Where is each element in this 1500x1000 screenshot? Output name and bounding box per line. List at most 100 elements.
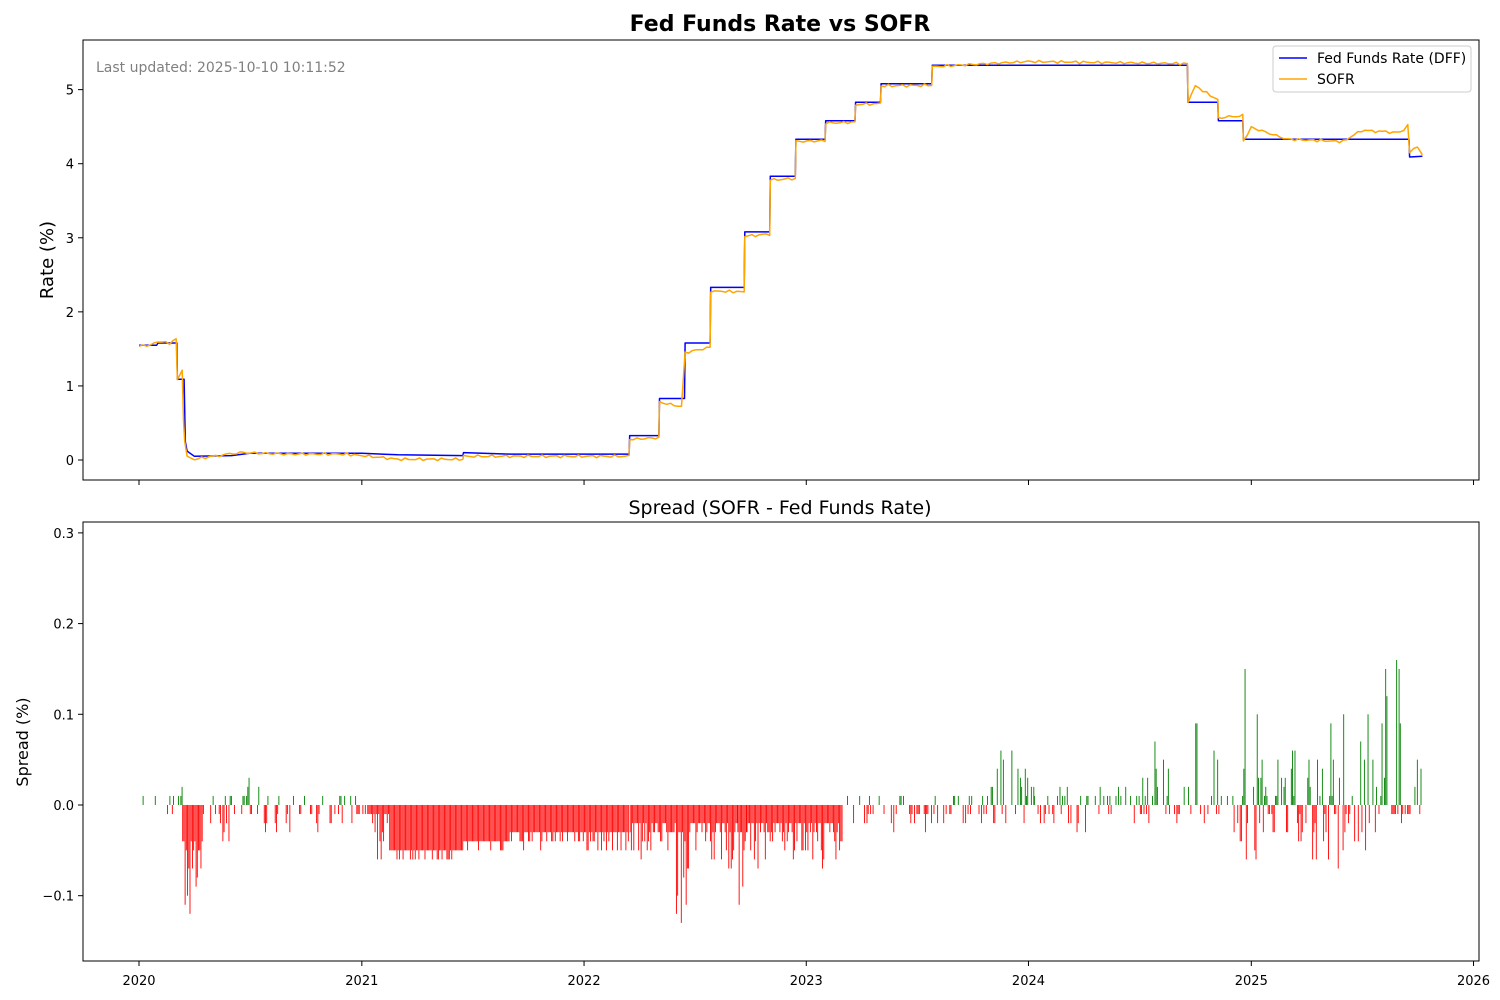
spread-bar [495, 804, 497, 842]
spread-bar [686, 804, 688, 869]
spread-bar [927, 804, 929, 815]
spread-bar [514, 804, 516, 833]
spread-bar [1393, 804, 1395, 815]
spread-bar [469, 804, 471, 842]
spread-bar [1148, 804, 1150, 824]
spread-bar [1299, 804, 1301, 815]
spread-bar [721, 804, 722, 860]
spread-bar [1253, 786, 1255, 805]
spread-bar [1402, 804, 1404, 815]
spread-bar [1183, 786, 1185, 805]
spread-bar [1061, 795, 1063, 805]
spread-bar [542, 804, 544, 833]
spread-bar [868, 795, 870, 805]
spread-bar [503, 804, 505, 842]
spread-bar [1125, 786, 1127, 805]
spread-bar [784, 804, 786, 851]
spread-bar [310, 804, 311, 815]
spread-bar [564, 804, 566, 833]
spread-bar [768, 804, 770, 833]
spread-bar [445, 804, 447, 851]
spread-bar [317, 804, 319, 833]
spread-bar [650, 804, 652, 851]
spread-bar [1226, 795, 1228, 805]
spread-bar [833, 804, 834, 833]
spread-bar [1328, 804, 1329, 860]
spread-bar [463, 804, 465, 842]
spread-bar [1019, 777, 1021, 805]
spread-bar [900, 795, 902, 805]
spread-bar [442, 804, 444, 851]
spread-bar [408, 804, 410, 851]
spread-bar [551, 804, 553, 842]
spread-bar [316, 804, 318, 824]
spread-x-tick-label: 2025 [1235, 974, 1268, 989]
spread-bar [456, 804, 458, 851]
spread-bar [569, 804, 571, 833]
spread-bar [529, 804, 531, 842]
spread-bar [770, 804, 772, 833]
spread-bar [1030, 786, 1032, 805]
spread-bar [820, 804, 822, 851]
spread-bar [1143, 804, 1145, 815]
spread-bar [639, 804, 641, 824]
spread-bar [478, 804, 480, 851]
spread-bar [277, 804, 279, 815]
spread-bar [746, 804, 748, 833]
spread-bar [379, 804, 381, 842]
spread-bar [344, 795, 346, 805]
spread-bar [223, 804, 225, 833]
spread-bar [1154, 741, 1156, 805]
spread-bar [950, 804, 952, 815]
spread-bar [437, 804, 439, 860]
spread-bar [329, 804, 331, 824]
spread-bar [822, 804, 823, 869]
spread-bar [870, 804, 872, 815]
spread-bar [780, 804, 782, 824]
spread-bar [990, 786, 992, 805]
spread-bar [836, 804, 838, 833]
spread-bar [1308, 759, 1310, 805]
sofr-line [138, 59, 1424, 462]
legend: Fed Funds Rate (DFF) SOFR [1272, 45, 1472, 93]
spread-bar [417, 804, 419, 851]
spread-bar [476, 804, 478, 842]
spread-bar [497, 804, 499, 842]
spread-bar [1130, 795, 1132, 805]
spread-bar [391, 804, 393, 851]
spread-bar [1068, 804, 1069, 824]
spread-bar [392, 804, 394, 851]
spread-bar [696, 804, 698, 833]
spread-bar [1142, 777, 1144, 805]
spread-plot-frame [82, 521, 1480, 962]
spread-bar [1409, 804, 1411, 815]
spread-bar [241, 804, 243, 815]
spread-bar [786, 804, 788, 842]
spread-bar [248, 777, 250, 805]
spread-bar [910, 804, 912, 824]
spread-bar [1407, 804, 1409, 815]
spread-plot-area [83, 522, 1479, 961]
spread-bar [813, 804, 815, 833]
spread-bar [1262, 804, 1264, 833]
spread-bar [644, 804, 646, 842]
spread-bar [539, 804, 540, 833]
spread-bar [258, 786, 260, 805]
spread-bar [567, 804, 568, 842]
spread-bar [396, 804, 398, 860]
spread-bar [496, 804, 498, 842]
spread-bar [1420, 768, 1422, 805]
spread-bar [1070, 804, 1072, 824]
spread-bar [398, 804, 400, 860]
spread-bar [825, 804, 827, 824]
spread-bar [1173, 804, 1175, 815]
spread-bar [330, 804, 332, 824]
spread-bar [299, 804, 301, 815]
spread-bar [637, 804, 638, 824]
spread-bar [1286, 804, 1287, 833]
spread-bar [764, 804, 766, 860]
spread-bar [468, 804, 470, 842]
spread-bar [485, 804, 487, 842]
spread-bar [691, 804, 693, 824]
spread-bar [1195, 723, 1197, 805]
